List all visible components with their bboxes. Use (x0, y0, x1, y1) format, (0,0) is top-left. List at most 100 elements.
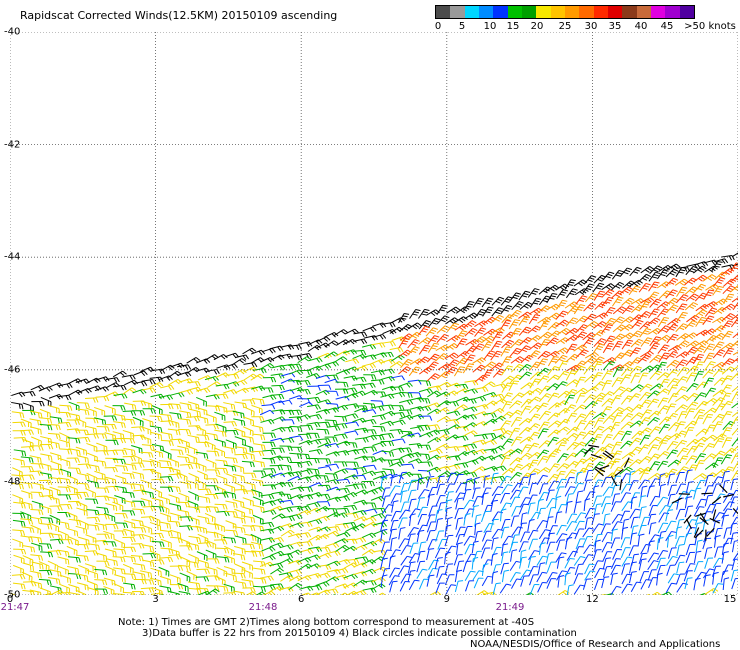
wind-barb (76, 573, 89, 581)
colorbar-swatch (550, 6, 565, 18)
wind-barb (112, 458, 126, 465)
wind-barb (198, 488, 212, 494)
wind-barb (76, 408, 90, 416)
wind-barb (122, 491, 135, 498)
wind-barb (87, 543, 101, 551)
wind-barb (39, 523, 53, 530)
colorbar-label: 25 (558, 21, 572, 32)
wind-barb (114, 574, 126, 583)
wind-barb (233, 379, 248, 386)
wind-barb (215, 372, 230, 378)
wind-barb (170, 449, 184, 456)
wind-barb (57, 520, 70, 529)
wind-barb (49, 505, 63, 511)
wind-barb (243, 472, 257, 479)
wind-barb (104, 466, 118, 473)
colorbar-swatch (450, 6, 465, 18)
wind-barb (186, 453, 198, 464)
wind-barb (11, 482, 24, 490)
wind-barb (250, 450, 265, 457)
wind-barb (159, 486, 174, 493)
wind-barb (160, 529, 173, 537)
wind-barb (251, 398, 265, 405)
wind-barb (104, 449, 119, 456)
wind-barb (259, 409, 275, 416)
wind-barb (112, 405, 126, 411)
wind-barb (177, 445, 190, 454)
wind-barb (187, 480, 199, 490)
wind-barb (177, 582, 189, 592)
wind-barb (67, 475, 78, 485)
wind-barb (48, 576, 61, 585)
wind-barb (122, 563, 134, 574)
wind-barb (214, 411, 226, 421)
wind-barb (68, 493, 83, 500)
wind-barb (214, 393, 229, 400)
wind-barb (12, 519, 26, 527)
wind-barb (22, 545, 36, 553)
wind-barb (179, 402, 192, 410)
wind-barb (11, 474, 25, 481)
wind-barb (241, 543, 255, 550)
wind-barb (158, 521, 172, 529)
wind-barb (104, 548, 117, 557)
wind-barb (85, 397, 99, 403)
wind-barb (75, 525, 88, 535)
wind-barb (30, 436, 42, 447)
wind-barb (214, 438, 226, 448)
wind-barb (178, 591, 191, 595)
wind-barb (178, 418, 192, 425)
wind-barb (241, 460, 255, 468)
wind-barb (187, 506, 201, 513)
wind-barb (21, 474, 35, 480)
wind-barb (167, 419, 180, 429)
colorbar-label: 15 (506, 21, 520, 32)
wind-barb (112, 370, 127, 378)
wind-barb (140, 587, 155, 593)
wind-barb (76, 455, 89, 464)
wind-barb (76, 402, 90, 409)
wind-barb (96, 425, 110, 432)
wind-barb (39, 408, 51, 419)
wind-barb (140, 570, 153, 579)
wind-barb (30, 445, 44, 451)
wind-barb (187, 401, 200, 410)
wind-barb (206, 558, 220, 564)
wind-barb (223, 566, 236, 575)
wind-barb (206, 506, 220, 513)
wind-barb (114, 513, 128, 519)
wind-barb (20, 466, 34, 472)
wind-barb (67, 437, 81, 444)
longitude-label: 3 (152, 594, 159, 605)
wind-barb (187, 434, 200, 443)
wind-barb (29, 536, 43, 543)
time-label: 21:49 (495, 602, 525, 613)
wind-barb (75, 446, 88, 456)
wind-barb (261, 554, 276, 561)
wind-barb (122, 387, 137, 395)
wind-barb (140, 498, 153, 507)
wind-barb (38, 543, 53, 549)
wind-barb (150, 592, 164, 595)
wind-barb (151, 505, 165, 512)
wind-barb (216, 474, 228, 485)
wind-barb (121, 374, 136, 381)
wind-barb (140, 435, 152, 445)
wind-barb (215, 585, 229, 592)
wind-barb (141, 544, 155, 552)
wind-barb (75, 417, 87, 428)
wind-barb (260, 418, 275, 425)
wind-barb (20, 429, 34, 435)
wind-barb (149, 425, 163, 433)
map-title: Rapidscat Corrected Winds(12.5KM) 201501… (20, 9, 338, 22)
longitude-label: 12 (586, 594, 599, 605)
wind-barb (160, 364, 175, 372)
wind-barb (150, 431, 163, 441)
wind-barb (112, 592, 125, 595)
wind-barb (113, 548, 127, 555)
wind-barb (159, 394, 174, 401)
wind-barb (179, 572, 191, 583)
wind-barb (224, 456, 238, 464)
wind-barb (160, 403, 174, 410)
wind-barb (20, 518, 34, 525)
